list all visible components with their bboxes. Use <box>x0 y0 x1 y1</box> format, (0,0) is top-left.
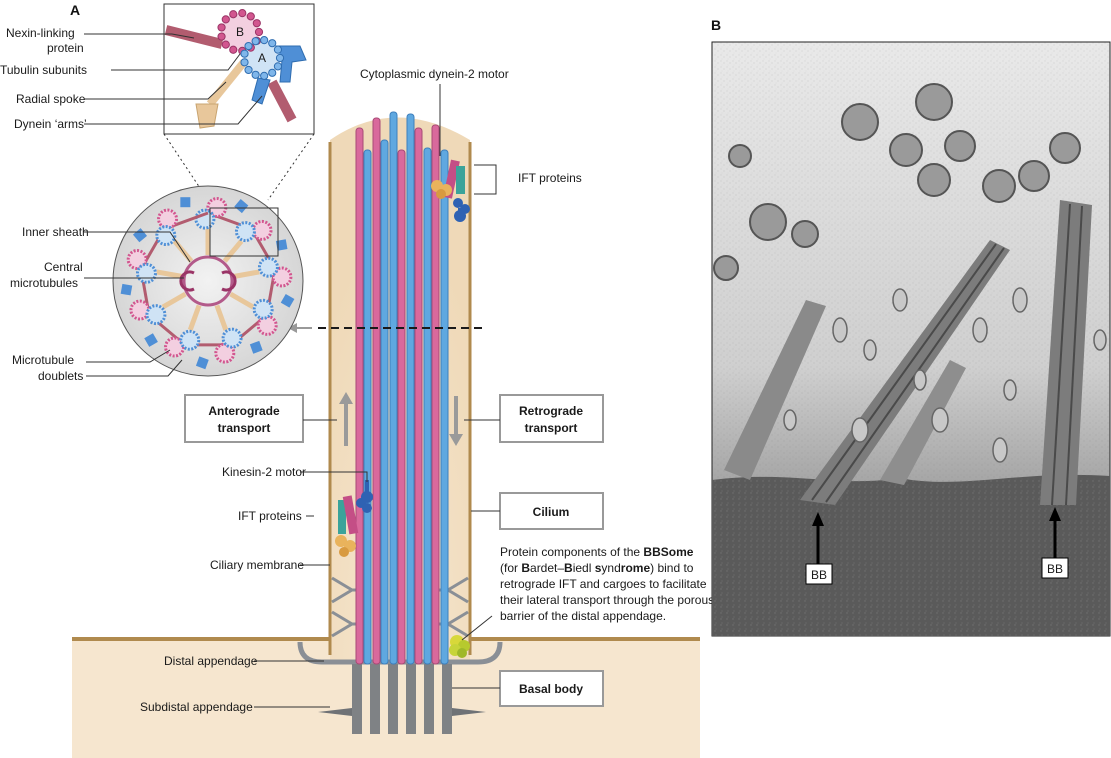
inner-sheath-label: Inner sheath <box>22 225 89 239</box>
cyto-dynein-label: Cytoplasmic dynein-2 motor <box>360 67 509 81</box>
bb-right-label: BB <box>1047 562 1063 576</box>
retrograde-text-2: transport <box>525 421 578 435</box>
retrograde-text-1: Retrograde <box>519 404 583 418</box>
ift-top-label: IFT proteins <box>518 171 582 185</box>
tubulin-label: Tubulin subunits <box>0 63 87 77</box>
dynein-label: Dynein ‘arms’ <box>14 117 87 131</box>
ciliary-membrane-label: Ciliary membrane <box>210 558 304 572</box>
bbsome-note-line1: Protein components of the BBSome <box>500 545 694 559</box>
anterograde-text-1: Anterograde <box>208 404 280 418</box>
central-label-1: Central <box>44 260 83 274</box>
electron-micrograph <box>712 42 1110 636</box>
cilium-text: Cilium <box>533 505 570 519</box>
panel-a-label: A <box>70 2 80 18</box>
basal-body-text: Basal body <box>519 682 583 696</box>
axoneme <box>356 112 448 664</box>
subdistal-label: Subdistal appendage <box>140 700 253 714</box>
panel-b-label: B <box>711 17 721 33</box>
ift-top-bracket <box>474 165 496 194</box>
bbsome-note-line4: their lateral transport through the poro… <box>500 593 714 607</box>
nexin-label-2: protein <box>47 41 84 55</box>
bbsome-note-line5: barrier of the distal appendage. <box>500 609 666 623</box>
bbsome-note-line2: (for Bardet–Biedl syndrome) bind to <box>500 561 694 575</box>
ift-left-label: IFT proteins <box>238 509 302 523</box>
tubule-a-label: A <box>258 51 266 65</box>
doublets-label-1: Microtubule <box>12 353 74 367</box>
distal-label: Distal appendage <box>164 654 258 668</box>
anterograde-text-2: transport <box>218 421 271 435</box>
bbsome-note-line3: retrograde IFT and cargoes to facilitate <box>500 577 707 591</box>
nexin-label-1: Nexin-linking <box>6 26 75 40</box>
doublets-label-2: doublets <box>38 369 83 383</box>
tubule-b-label: B <box>236 25 244 39</box>
central-label-2: microtubules <box>10 276 78 290</box>
bb-left-label: BB <box>811 568 827 582</box>
inset-connector-right <box>268 134 314 200</box>
radial-label: Radial spoke <box>16 92 86 106</box>
kinesin-label: Kinesin-2 motor <box>222 465 306 479</box>
